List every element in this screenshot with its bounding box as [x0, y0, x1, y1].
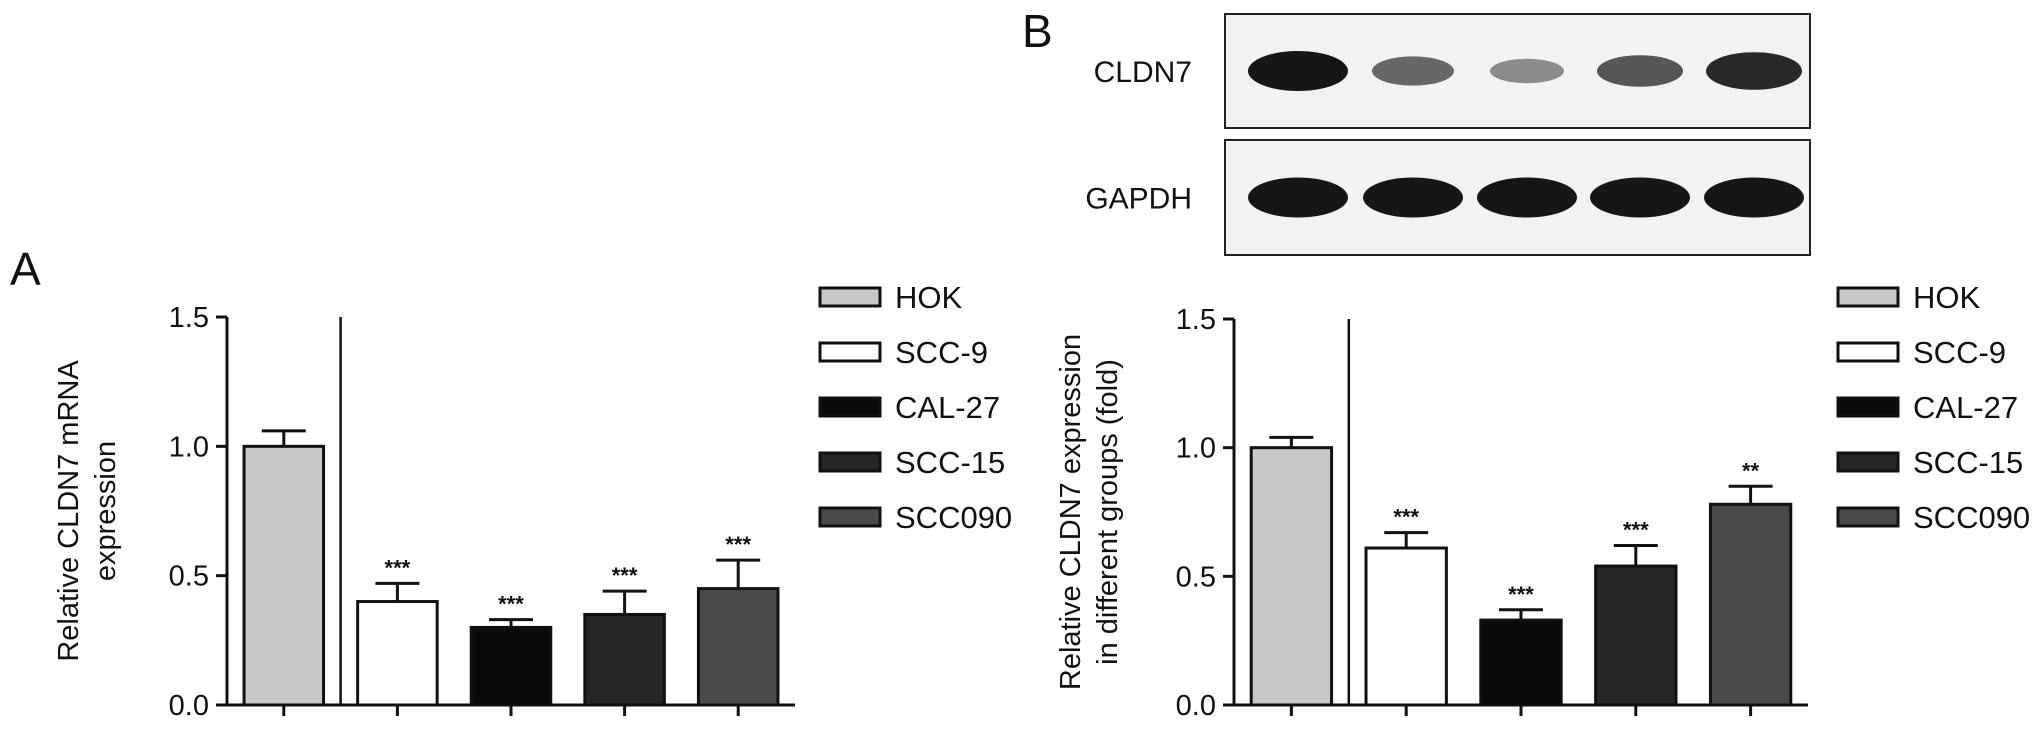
- legend-label: HOK: [895, 280, 963, 315]
- legend-a: HOK SCC-9 CAL-27 SCC-15 SCC090: [818, 280, 1012, 535]
- significance-label: **: [1742, 458, 1760, 483]
- bar-scc-15: [1594, 564, 1678, 707]
- legend-label: SCC-15: [1913, 445, 2023, 480]
- blot-band: [1477, 177, 1577, 218]
- legend-swatch-cal-27: [1836, 396, 1900, 418]
- bar-hok: [1249, 446, 1334, 707]
- legend-swatch-scc-15: [1836, 451, 1900, 473]
- chart-b: 0.0 0.5 1.0 1.5 Relative CLDN7 expression in …: [1055, 304, 1808, 722]
- significance-label: ***: [385, 555, 411, 580]
- legend-swatch-scc090: [1836, 506, 1900, 528]
- blot-row-label: GAPDH: [1085, 183, 1192, 216]
- y-tick-label: 1.5: [169, 302, 209, 334]
- y-tick-label: 0.5: [1176, 561, 1216, 593]
- legend-swatch-hok: [1836, 286, 1900, 308]
- blot-band: [1597, 55, 1683, 87]
- blot-band: [1590, 177, 1690, 218]
- blot-band: [1704, 177, 1804, 218]
- legend-label: SCC-9: [895, 335, 988, 370]
- y-tick-label: 0.5: [169, 561, 209, 593]
- bar-scc090: [1708, 502, 1793, 707]
- legend-swatch-cal-27: [818, 396, 882, 418]
- bar-scc-15: [583, 612, 666, 707]
- panel-b-letter: B: [1022, 5, 1053, 57]
- legend-label: SCC090: [895, 500, 1012, 535]
- legend-swatch-scc-15: [818, 451, 882, 473]
- significance-label: ***: [1393, 505, 1419, 530]
- bar-scc-9: [1364, 546, 1448, 707]
- y-axis-label: Relative CLDN7 expression: [1055, 334, 1087, 690]
- legend-label: CAL-27: [1913, 390, 2018, 425]
- bar-cal-27: [1479, 618, 1563, 707]
- bar-scc-9: [356, 600, 439, 707]
- y-tick-label: 0.0: [1176, 690, 1216, 722]
- y-tick-label: 0.0: [169, 690, 209, 722]
- significance-label: ***: [498, 592, 524, 617]
- bar-scc090: [696, 587, 780, 707]
- panel-a-letter: A: [10, 243, 41, 295]
- legend-swatch-hok: [818, 286, 882, 308]
- significance-label: ***: [612, 563, 638, 588]
- y-axis-label: Relative CLDN7 mRNA: [53, 360, 85, 662]
- chart-a: 0.0 0.5 1.0 1.5 Relative CLDN7 mRNA expressio…: [53, 302, 795, 722]
- blot-band: [1706, 52, 1802, 90]
- significance-label: ***: [1508, 582, 1534, 607]
- y-tick-label: 1.0: [1176, 433, 1216, 465]
- blot-band: [1490, 58, 1564, 84]
- significance-label: ***: [1623, 517, 1649, 542]
- bar-hok: [242, 444, 326, 707]
- legend-swatch-scc-9: [818, 341, 882, 363]
- y-tick-label: 1.5: [1176, 304, 1216, 336]
- blot-band: [1372, 56, 1454, 86]
- legend-label: HOK: [1913, 280, 1981, 315]
- legend-label: CAL-27: [895, 390, 1000, 425]
- legend-label: SCC-9: [1913, 335, 2006, 370]
- western-blot: CLDN7 GAPDH: [1085, 13, 1811, 256]
- legend-b: HOK SCC-9 CAL-27 SCC-15 SCC090: [1836, 280, 2030, 535]
- legend-swatch-scc090: [818, 506, 882, 528]
- blot-row-label: CLDN7: [1094, 56, 1192, 89]
- blot-band: [1363, 177, 1463, 218]
- y-axis-label: expression: [90, 441, 122, 581]
- legend-label: SCC-15: [895, 445, 1005, 480]
- legend-label: SCC090: [1913, 500, 2030, 535]
- blot-band: [1248, 51, 1348, 91]
- y-axis-label: in different groups (fold): [1092, 359, 1124, 665]
- blot-band: [1248, 177, 1348, 218]
- y-tick-label: 1.0: [169, 431, 209, 463]
- legend-swatch-scc-9: [1836, 341, 1900, 363]
- bar-cal-27: [469, 625, 553, 707]
- significance-label: ***: [725, 532, 751, 557]
